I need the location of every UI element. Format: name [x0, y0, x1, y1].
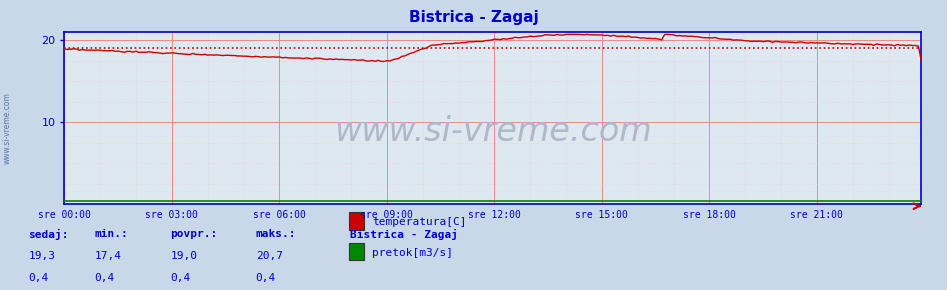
Text: 0,4: 0,4	[95, 273, 115, 282]
Text: sre 00:00: sre 00:00	[38, 210, 91, 220]
Text: sedaj:: sedaj:	[28, 229, 69, 240]
Text: 19,0: 19,0	[170, 251, 198, 261]
Text: 0,4: 0,4	[170, 273, 190, 282]
Text: 17,4: 17,4	[95, 251, 122, 261]
Text: 0,4: 0,4	[256, 273, 276, 282]
Text: Bistrica - Zagaj: Bistrica - Zagaj	[350, 229, 458, 240]
Bar	[349, 212, 364, 230]
Text: 20,7: 20,7	[256, 251, 283, 261]
Text: temperatura[C]: temperatura[C]	[372, 217, 467, 227]
Text: sre 06:00: sre 06:00	[253, 210, 306, 220]
Text: sre 03:00: sre 03:00	[146, 210, 198, 220]
Text: sre 09:00: sre 09:00	[361, 210, 413, 220]
Text: 0,4: 0,4	[28, 273, 48, 282]
Text: sre 15:00: sre 15:00	[576, 210, 629, 220]
Text: maks.:: maks.:	[256, 229, 296, 239]
Text: www.si-vreme.com: www.si-vreme.com	[334, 115, 652, 148]
Text: www.si-vreme.com: www.si-vreme.com	[3, 92, 12, 164]
Bar	[349, 242, 364, 260]
Text: sre 21:00: sre 21:00	[791, 210, 844, 220]
Text: sre 18:00: sre 18:00	[683, 210, 736, 220]
Text: povpr.:: povpr.:	[170, 229, 218, 239]
Text: pretok[m3/s]: pretok[m3/s]	[372, 248, 454, 258]
Text: 19,3: 19,3	[28, 251, 56, 261]
Text: Bistrica - Zagaj: Bistrica - Zagaj	[408, 10, 539, 25]
Text: sre 12:00: sre 12:00	[468, 210, 521, 220]
Text: min.:: min.:	[95, 229, 129, 239]
